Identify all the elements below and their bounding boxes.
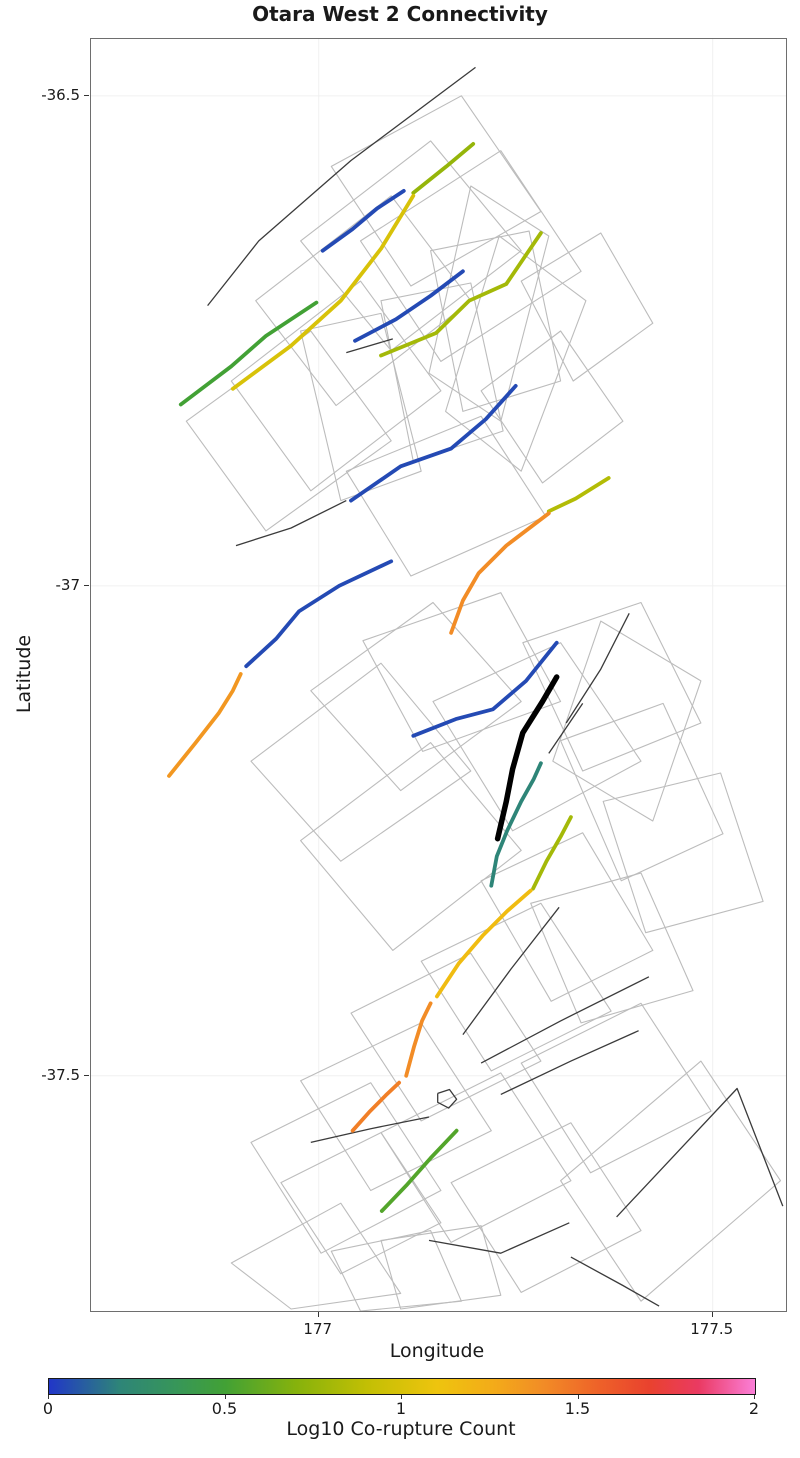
fault-outline bbox=[602, 772, 764, 934]
corupture-trace bbox=[411, 640, 559, 738]
colorbar-tick-label: 1 bbox=[395, 1399, 407, 1418]
fault-trace bbox=[480, 976, 650, 1064]
fault-outline bbox=[230, 1202, 402, 1310]
x-axis-title: Longitude bbox=[389, 1340, 485, 1362]
fault-outline bbox=[430, 230, 562, 412]
y-axis-title: Latitude bbox=[13, 634, 35, 714]
corupture-trace bbox=[379, 231, 543, 358]
fault-outline bbox=[428, 185, 550, 422]
corupture-trace bbox=[449, 511, 551, 635]
fault-outline bbox=[552, 620, 702, 822]
fault-trace bbox=[346, 338, 393, 354]
y-tick-mark bbox=[84, 1074, 89, 1076]
corupture-trace bbox=[531, 815, 573, 891]
fault-outline bbox=[300, 742, 522, 951]
fault-trace bbox=[437, 1088, 458, 1109]
colorbar-title: Log10 Co-rupture Count bbox=[286, 1418, 516, 1440]
y-tick-mark bbox=[84, 94, 89, 96]
fault-outline bbox=[300, 1022, 492, 1192]
corupture-trace bbox=[167, 672, 243, 778]
colorbar-tick-label: 1.5 bbox=[564, 1399, 591, 1418]
fault-outline bbox=[280, 1132, 442, 1275]
fault-trace bbox=[207, 66, 476, 307]
fault-outline bbox=[560, 702, 724, 882]
corupture-trace bbox=[353, 269, 465, 343]
y-tick-label: -36.5 bbox=[41, 85, 80, 104]
fault-trace bbox=[616, 1087, 784, 1218]
fault-trace bbox=[565, 613, 630, 724]
corupture-trace bbox=[230, 193, 416, 391]
fault-outline bbox=[420, 902, 612, 1072]
colorbar-tick-mark bbox=[577, 1395, 579, 1399]
corupture-trace bbox=[244, 559, 394, 669]
corupture-trace bbox=[411, 142, 476, 195]
fault-outline bbox=[522, 601, 702, 772]
y-tick-mark bbox=[84, 584, 89, 586]
corupture-trace bbox=[349, 384, 518, 503]
x-tick-mark bbox=[711, 1312, 713, 1317]
corupture-trace bbox=[320, 189, 406, 253]
fault-outline bbox=[310, 601, 522, 792]
fault-outline bbox=[380, 1225, 502, 1310]
fault-trace bbox=[310, 1116, 430, 1144]
colorbar-tick-label: 0 bbox=[42, 1399, 54, 1418]
map-canvas bbox=[91, 39, 786, 1311]
fault-outline bbox=[250, 1082, 442, 1254]
fault-outline bbox=[230, 280, 442, 492]
fault-outline bbox=[359, 150, 582, 362]
colorbar-tick-mark bbox=[401, 1395, 402, 1399]
colorbar-tick-mark bbox=[754, 1395, 755, 1399]
fault-outline bbox=[520, 1002, 712, 1174]
corupture-trace bbox=[404, 1001, 433, 1078]
fault-trace bbox=[428, 1222, 570, 1254]
colorbar-tick-mark bbox=[48, 1395, 49, 1399]
corupture-trace bbox=[546, 476, 611, 514]
fault-outline bbox=[450, 1122, 642, 1293]
y-tick-label: -37 bbox=[55, 575, 81, 594]
colorbar-tick-mark bbox=[224, 1395, 226, 1399]
fault-trace bbox=[570, 1256, 660, 1307]
colorbar-gradient bbox=[48, 1378, 756, 1395]
fault-outline bbox=[380, 1072, 572, 1243]
fault-outline bbox=[185, 330, 392, 532]
fault-outline bbox=[560, 1060, 782, 1302]
subject-fault-trace bbox=[494, 674, 560, 842]
fault-outline bbox=[520, 232, 654, 382]
colorbar-tick-label: 2 bbox=[748, 1399, 760, 1418]
fault-outline bbox=[300, 312, 422, 502]
fault-outline bbox=[445, 235, 587, 472]
corupture-trace bbox=[379, 1128, 459, 1213]
corupture-trace bbox=[178, 300, 319, 407]
fault-outline bbox=[250, 662, 472, 862]
corupture-trace bbox=[350, 1080, 401, 1133]
fault-trace bbox=[548, 703, 584, 754]
plot-area bbox=[90, 38, 787, 1312]
fault-trace bbox=[235, 500, 347, 547]
x-tick-mark bbox=[317, 1312, 319, 1317]
y-tick-label: -37.5 bbox=[41, 1065, 80, 1084]
fault-outline bbox=[330, 95, 542, 287]
fault-trace bbox=[462, 906, 560, 1035]
fault-trace bbox=[500, 1030, 639, 1095]
fault-outline bbox=[255, 195, 472, 407]
fault-outline bbox=[530, 872, 694, 1024]
fault-outline bbox=[362, 592, 562, 752]
colorbar-tick-label: 0.5 bbox=[211, 1399, 238, 1418]
fault-outline bbox=[480, 330, 624, 484]
fault-outline bbox=[480, 832, 654, 1002]
chart-title: Otara West 2 Connectivity bbox=[252, 2, 548, 26]
fault-outline bbox=[432, 642, 642, 832]
x-tick-label: 177 bbox=[303, 1320, 333, 1338]
x-tick-label: 177.5 bbox=[690, 1320, 734, 1338]
corupture-trace bbox=[489, 761, 543, 888]
fault-outline bbox=[300, 140, 522, 352]
corupture-trace bbox=[435, 888, 533, 999]
